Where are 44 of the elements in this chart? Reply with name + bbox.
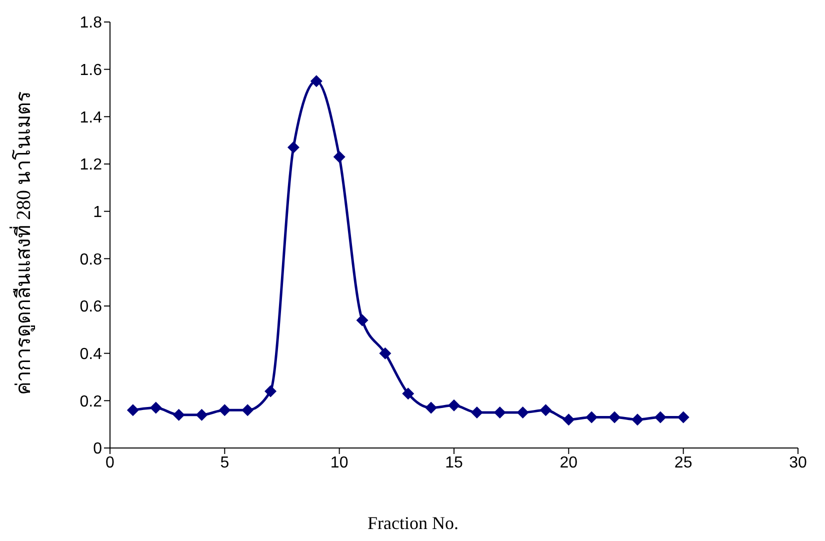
y-tick-label: 1 [93,204,102,222]
y-tick-label: 0.2 [80,393,102,410]
point [586,411,598,424]
x-tick-label: 10 [330,454,348,472]
point [608,411,621,424]
point [333,150,346,163]
point [264,385,277,398]
point [677,411,690,424]
point [654,411,666,424]
x-tick-label: 20 [560,454,578,472]
point [379,347,392,360]
y-tick-label: 1.4 [80,109,102,126]
x-tick-label: 5 [220,454,230,472]
y-tick-label: 1.6 [80,62,102,80]
x-axis-title: Fraction No. [366,513,460,534]
point [562,414,575,426]
point [631,414,644,426]
point [218,404,231,416]
y-tick-label: 0 [93,440,102,458]
x-tick-label: 0 [106,454,115,472]
point [310,75,322,88]
point [196,408,208,421]
point [287,141,300,154]
y-tick-label: 0.8 [80,251,102,268]
x-tick-label: 15 [445,454,463,472]
x-tick-label: 25 [674,454,692,472]
point [126,404,139,416]
point [242,404,254,416]
point [150,402,162,414]
point [470,406,483,418]
point [172,408,185,421]
y-tick-label: 0.4 [80,346,102,364]
y-tick-label: 1.8 [80,14,102,32]
y-axis-title: ค่าการดูดกลืนแสงที่ 280 นาโนเมตร [9,91,36,395]
point [356,314,368,326]
point [540,404,552,416]
point [448,399,460,412]
y-tick-label: 0.6 [80,298,102,316]
point [494,406,506,418]
y-tick-label: 1.2 [80,156,102,174]
point [425,402,438,414]
point [516,406,529,418]
x-tick-label: 30 [789,454,807,472]
point [402,388,414,400]
